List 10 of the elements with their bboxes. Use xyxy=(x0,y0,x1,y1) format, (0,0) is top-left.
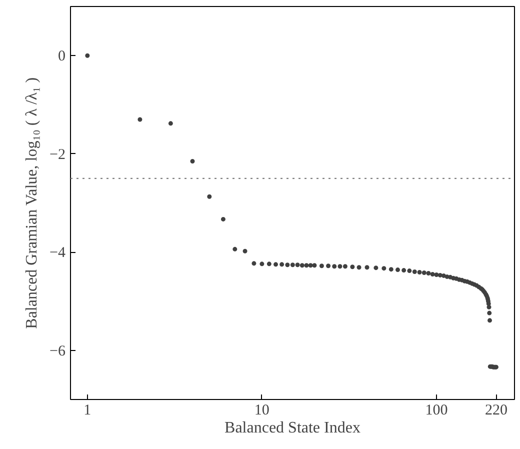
x-tick-label: 10 xyxy=(254,402,270,418)
y-tick-label: −6 xyxy=(50,343,66,360)
y-tick-label: −4 xyxy=(50,245,66,262)
y-tick-label: −2 xyxy=(50,146,66,163)
x-tick-label: 220 xyxy=(484,402,508,418)
x-tick-label: 100 xyxy=(425,402,448,418)
y-axis-title: Balanced Gramian Value, log₁₀ ( λ /λ₁ ) xyxy=(24,77,41,329)
x-tick-label: 1 xyxy=(84,402,92,418)
y-tick-label: 0 xyxy=(58,48,66,65)
x-axis-title: Balanced State Index xyxy=(224,420,360,436)
